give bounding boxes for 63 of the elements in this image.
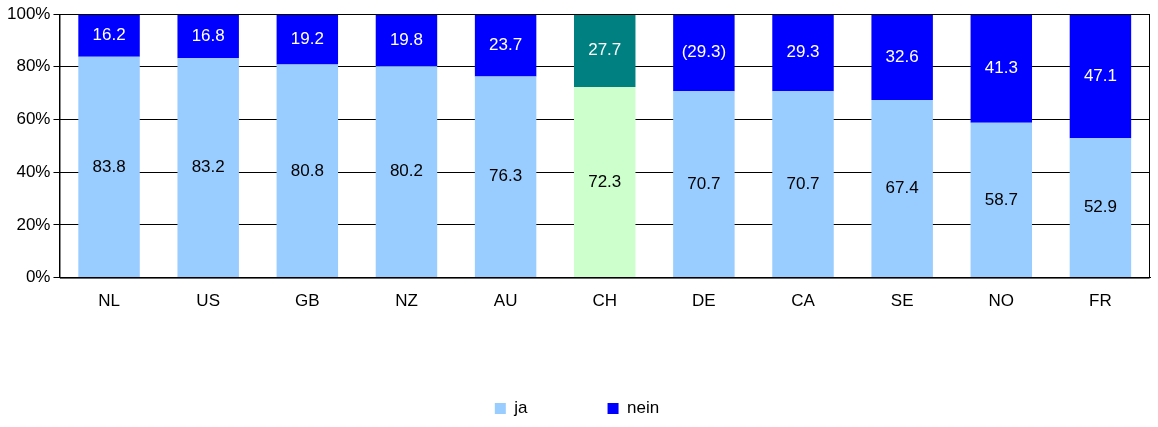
data-label: 70.7 xyxy=(687,173,721,193)
y-tick-label: 0% xyxy=(25,267,51,287)
data-label: 47.1 xyxy=(1083,65,1117,85)
bar xyxy=(375,14,438,67)
x-tick-label: GB xyxy=(295,291,320,311)
y-tick-label: 40% xyxy=(16,161,51,181)
y-tick-label: 20% xyxy=(16,214,51,234)
bar xyxy=(574,14,636,88)
x-tick-label: CH xyxy=(592,291,618,311)
x-tick-label: DE xyxy=(692,291,716,311)
data-label: 58.7 xyxy=(984,189,1018,209)
legend-label: ja xyxy=(513,398,529,418)
y-tick-label: 80% xyxy=(16,56,51,76)
data-label: 16.8 xyxy=(191,25,225,45)
legend-label: nein xyxy=(627,398,660,418)
bar xyxy=(177,58,239,278)
bar xyxy=(78,14,140,57)
data-label: 52.9 xyxy=(1083,197,1117,217)
bar xyxy=(474,14,537,77)
bar xyxy=(375,66,438,278)
data-label: 23.7 xyxy=(489,34,523,54)
bar xyxy=(276,14,339,65)
data-label: 27.7 xyxy=(588,40,622,60)
data-label: 16.2 xyxy=(92,25,126,45)
data-label: 72.3 xyxy=(588,171,622,191)
data-label: 80.8 xyxy=(290,160,324,180)
x-tick-label: SE xyxy=(890,291,914,311)
data-label: 32.6 xyxy=(885,46,919,66)
data-label: 83.2 xyxy=(191,157,225,177)
bar xyxy=(871,99,933,278)
bar xyxy=(1069,14,1132,139)
data-label: 70.7 xyxy=(786,173,820,193)
x-tick-label: AU xyxy=(493,291,518,311)
bar xyxy=(474,76,537,278)
data-label: 83.8 xyxy=(92,156,126,176)
bar xyxy=(177,14,239,59)
bar xyxy=(871,14,933,100)
bar xyxy=(1069,138,1132,278)
data-label: 80.2 xyxy=(389,161,424,181)
bar xyxy=(276,64,339,278)
bar xyxy=(673,91,735,278)
data-label: (29.3) xyxy=(681,42,727,62)
bar xyxy=(673,14,735,92)
x-tick-label: NL xyxy=(98,291,120,311)
y-tick-label: 100% xyxy=(7,3,51,23)
data-label: 41.3 xyxy=(984,58,1018,78)
data-label: 19.2 xyxy=(290,28,324,48)
data-label: 67.4 xyxy=(885,178,919,198)
bar xyxy=(78,56,140,278)
bar xyxy=(574,87,636,278)
x-tick-label: NZ xyxy=(395,291,418,311)
x-tick-label: NO xyxy=(988,291,1015,311)
bar xyxy=(970,122,1033,278)
x-tick-label: CA xyxy=(791,291,816,311)
bar xyxy=(772,14,834,92)
bar xyxy=(970,14,1033,123)
data-label: 76.3 xyxy=(489,166,523,186)
data-label: 29.3 xyxy=(786,42,820,62)
x-tick-label: FR xyxy=(1089,291,1112,311)
bar xyxy=(772,91,834,278)
x-tick-label: US xyxy=(196,291,220,311)
y-tick-label: 60% xyxy=(16,109,51,129)
data-label: 19.8 xyxy=(389,29,424,49)
